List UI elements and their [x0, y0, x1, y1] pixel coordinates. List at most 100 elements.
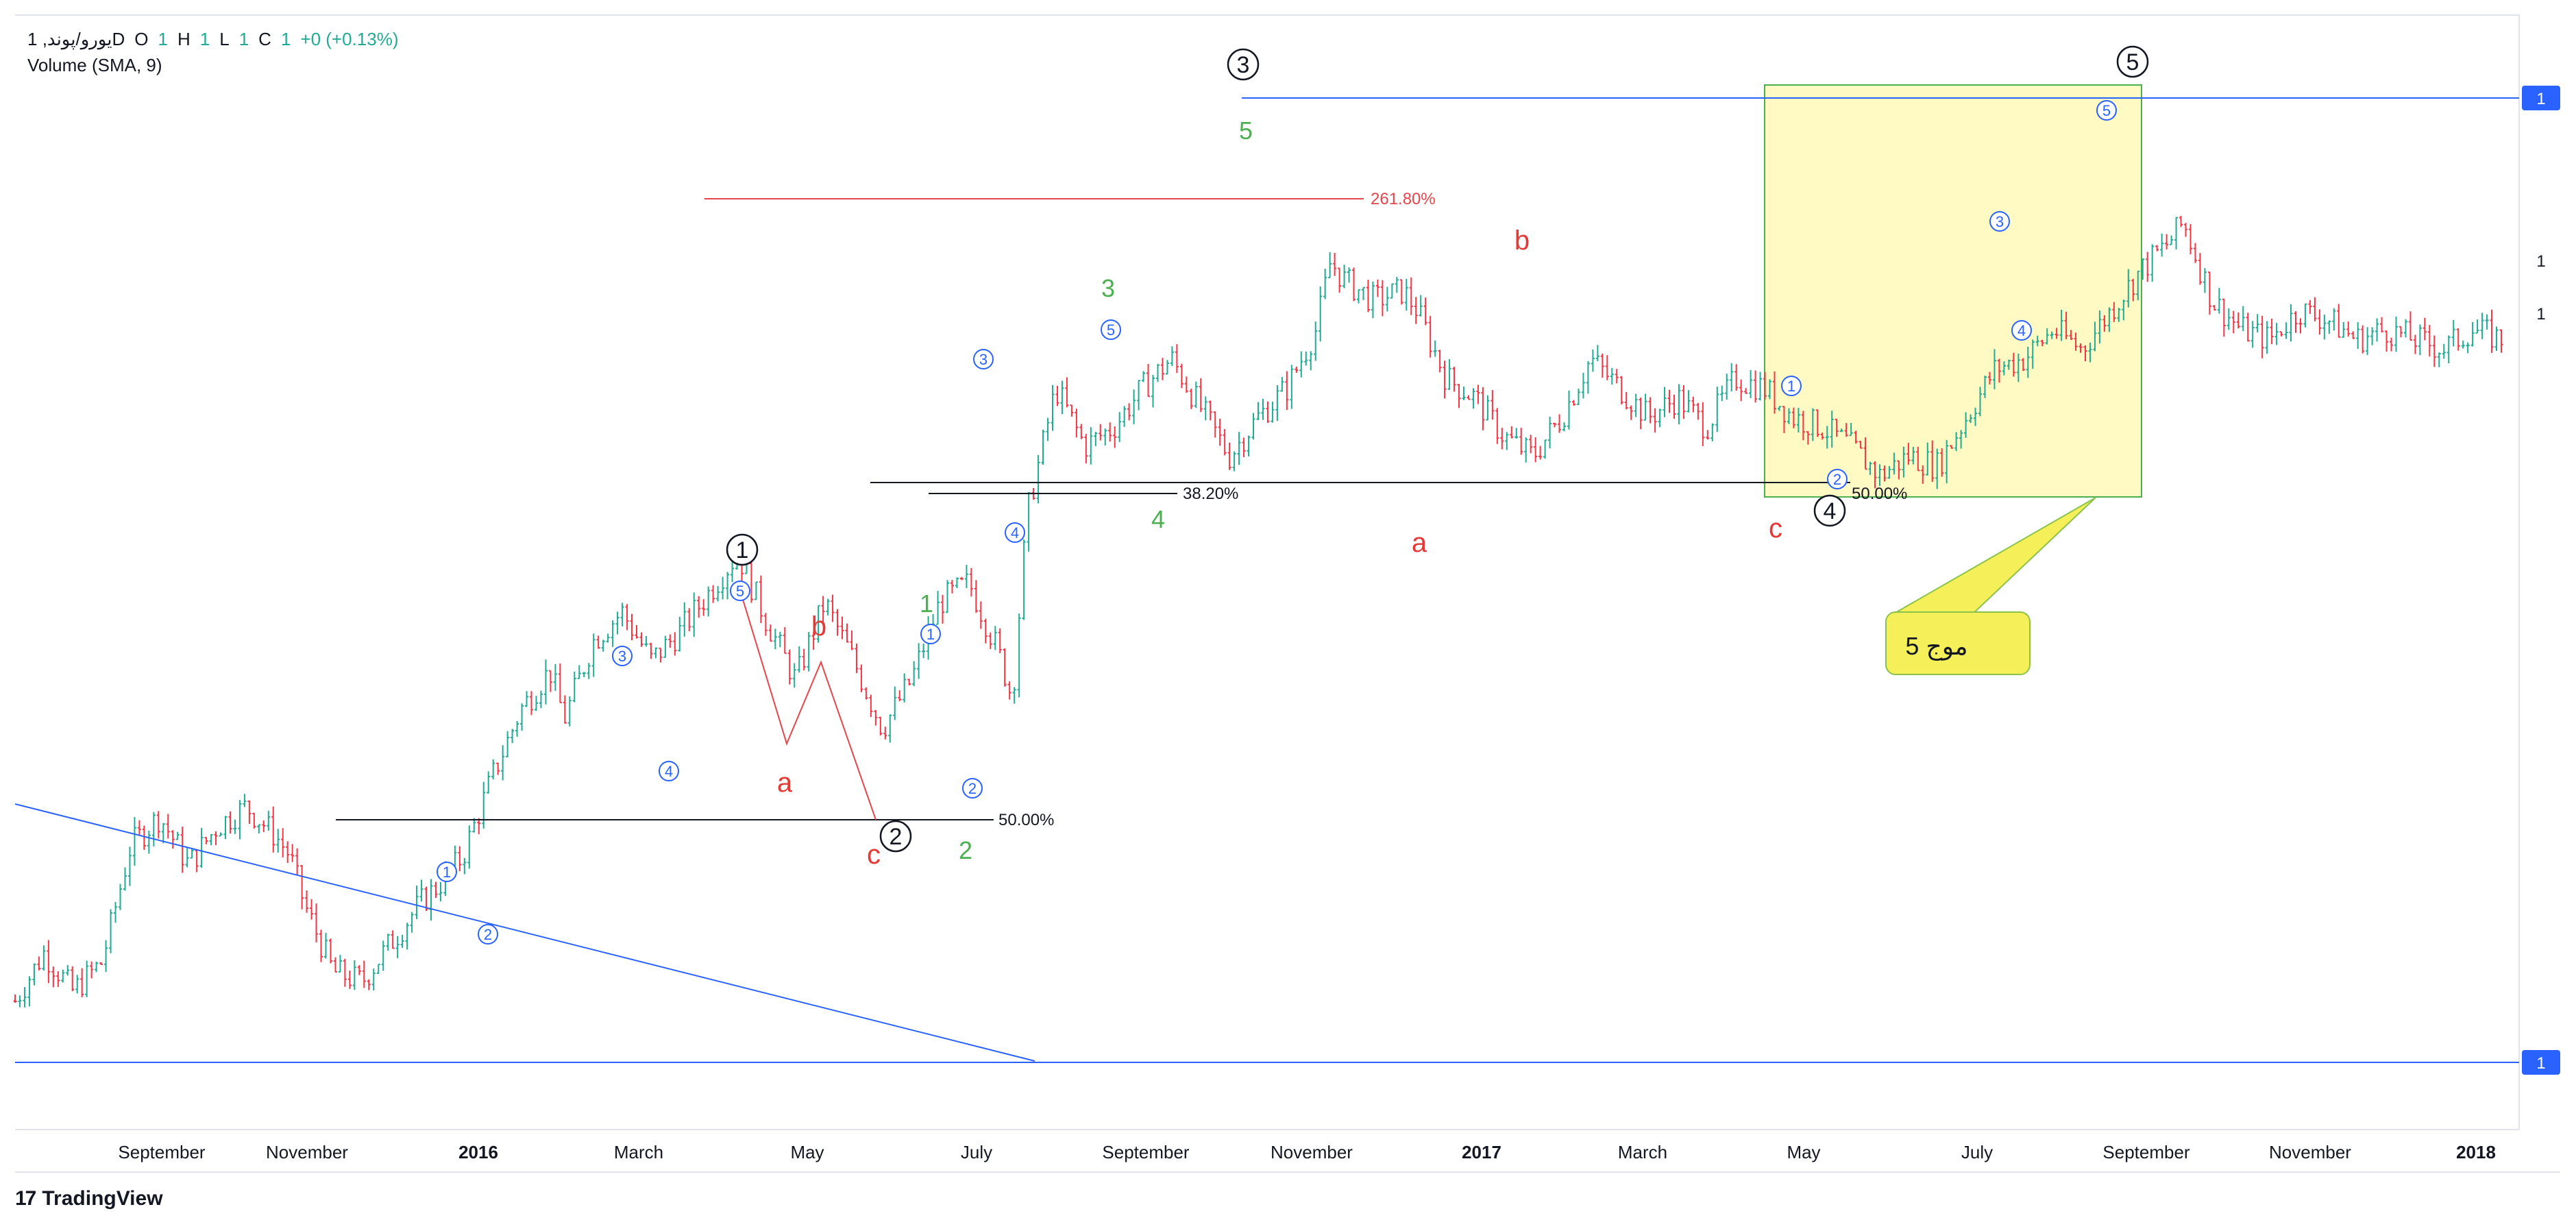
legend-high-label: H	[177, 29, 191, 49]
green-wave-label: 3	[1101, 274, 1115, 302]
major-wave-label: 4	[1824, 498, 1837, 524]
minor-wave-circle	[437, 862, 457, 882]
abc-wave-label: c	[1769, 513, 1782, 544]
x-axis-label: September	[2102, 1142, 2190, 1162]
green-wave-label: 5	[1239, 117, 1253, 145]
x-axis-label: November	[2269, 1142, 2351, 1162]
minor-wave-circle	[730, 581, 750, 601]
minor-wave-label: 4	[1011, 524, 1019, 541]
minor-wave-circle	[1827, 469, 1848, 489]
price-axis-label: 1	[2536, 252, 2545, 271]
callout-box	[1885, 611, 2031, 675]
green-wave-label: 1	[920, 589, 933, 618]
legend-ohlc-row: یورو/پوند, 1D O 1 H 1 L 1 C 1 +0 (+0.13%)	[27, 26, 408, 52]
legend-close-value: 1	[280, 29, 291, 49]
minor-wave-label: 1	[443, 864, 451, 881]
minor-wave-label: 3	[979, 351, 988, 368]
trendline-down	[14, 803, 1035, 1062]
major-wave-circle	[1813, 494, 1846, 527]
legend-high-value: 1	[199, 29, 210, 49]
minor-wave-circle	[659, 761, 679, 781]
legend-change: +0 (+0.13%)	[300, 29, 399, 49]
minor-wave-circle	[973, 349, 994, 369]
minor-wave-label: 2	[1833, 471, 1841, 488]
x-axis-label: May	[790, 1142, 824, 1162]
major-wave-circle	[1227, 48, 1260, 81]
x-axis-label: November	[266, 1142, 348, 1162]
x-axis-label: July	[1961, 1142, 1993, 1162]
abc-wave-label: b	[1514, 226, 1530, 256]
x-axis-label: 2017	[1462, 1142, 1501, 1162]
tradingview-logo[interactable]: 17 TradingView	[15, 1187, 163, 1210]
major-wave-label: 3	[1237, 52, 1250, 78]
green-wave-label: 2	[959, 836, 972, 864]
fib-382-label: 38.20%	[1183, 485, 1238, 503]
legend-open-value: 1	[158, 29, 168, 49]
price-tag-bg	[2522, 86, 2560, 110]
minor-wave-circle	[612, 646, 633, 666]
minor-wave-circle	[478, 924, 498, 944]
legend-low-label: L	[219, 29, 230, 49]
major-wave-label: 1	[736, 537, 749, 563]
fib-50-label-a: 50.00%	[998, 811, 1054, 829]
abc-correction-line	[741, 594, 876, 820]
legend-symbol[interactable]: یورو/پوند, 1D	[27, 29, 125, 49]
minor-wave-label: 3	[1996, 213, 2004, 230]
fib-50-label-b: 50.00%	[1852, 485, 1907, 503]
tradingview-logo-text: TradingView	[42, 1187, 163, 1210]
major-wave-circle	[726, 533, 759, 566]
abc-wave-label: b	[811, 611, 826, 642]
minor-wave-label: 3	[618, 648, 626, 665]
wave-labels: 261.80% 38.20% 50.00% 50.00% 1 2 3 4 5 1 2 3 4 5 1 2 3 4 5…	[437, 45, 2149, 944]
minor-wave-circle	[1781, 376, 1802, 396]
tradingview-logo-icon: 17	[15, 1187, 36, 1210]
minor-wave-label: 2	[968, 780, 977, 797]
minor-wave-label: 2	[484, 926, 492, 943]
minor-wave-label: 1	[927, 626, 935, 643]
chart-legend: یورو/پوند, 1D O 1 H 1 L 1 C 1 +0 (+0.13%) Volume …	[27, 26, 408, 78]
legend-open-label: O	[134, 29, 149, 49]
major-wave-circle	[879, 820, 912, 853]
legend-indicator[interactable]: Volume (SMA, 9)	[27, 55, 162, 75]
major-wave-label: 2	[890, 824, 903, 850]
minor-wave-circle	[1005, 522, 1025, 543]
candles	[13, 216, 2503, 1008]
x-axis-label: July	[961, 1142, 992, 1162]
price-axis-label: 1	[2536, 305, 2545, 324]
x-axis-label: 2018	[2456, 1142, 2496, 1162]
minor-wave-circle	[920, 624, 941, 644]
x-axis-label: September	[1102, 1142, 1190, 1162]
price-tag-bg	[2522, 1050, 2560, 1075]
minor-wave-circle	[1101, 319, 1121, 340]
minor-wave-circle	[1989, 211, 2010, 232]
legend-low-value: 1	[238, 29, 249, 49]
minor-wave-circle	[2096, 100, 2117, 121]
minor-wave-label: 5	[736, 583, 744, 600]
minor-wave-label: 1	[1787, 378, 1795, 395]
minor-wave-label: 5	[1107, 321, 1115, 339]
x-axis-label: November	[1271, 1142, 1353, 1162]
minor-wave-label: 4	[2017, 322, 2026, 339]
minor-wave-circle	[2011, 320, 2032, 341]
price-tag-label: 1	[2536, 1054, 2545, 1073]
x-axis-label: September	[118, 1142, 206, 1162]
green-wave-label: 4	[1151, 505, 1165, 533]
minor-wave-label: 5	[2102, 102, 2111, 119]
callout-text: موج 5	[1905, 632, 1967, 661]
minor-wave-label: 4	[665, 763, 673, 780]
legend-close-label: C	[258, 29, 271, 49]
minor-wave-circle	[962, 778, 983, 799]
major-wave-circle	[2116, 45, 2149, 78]
abc-wave-label: a	[777, 768, 793, 798]
x-axis-label: 2016	[458, 1142, 498, 1162]
fib-261-label: 261.80%	[1371, 190, 1436, 208]
x-axis-label: March	[614, 1142, 663, 1162]
abc-wave-label: c	[867, 840, 881, 870]
drawing-lines	[14, 97, 2519, 1063]
axes: September November 2016 March May July Septemb…	[118, 86, 2560, 1162]
x-axis-label: May	[1787, 1142, 1820, 1162]
price-tag-label: 1	[2536, 90, 2545, 108]
abc-wave-label: a	[1412, 528, 1427, 558]
